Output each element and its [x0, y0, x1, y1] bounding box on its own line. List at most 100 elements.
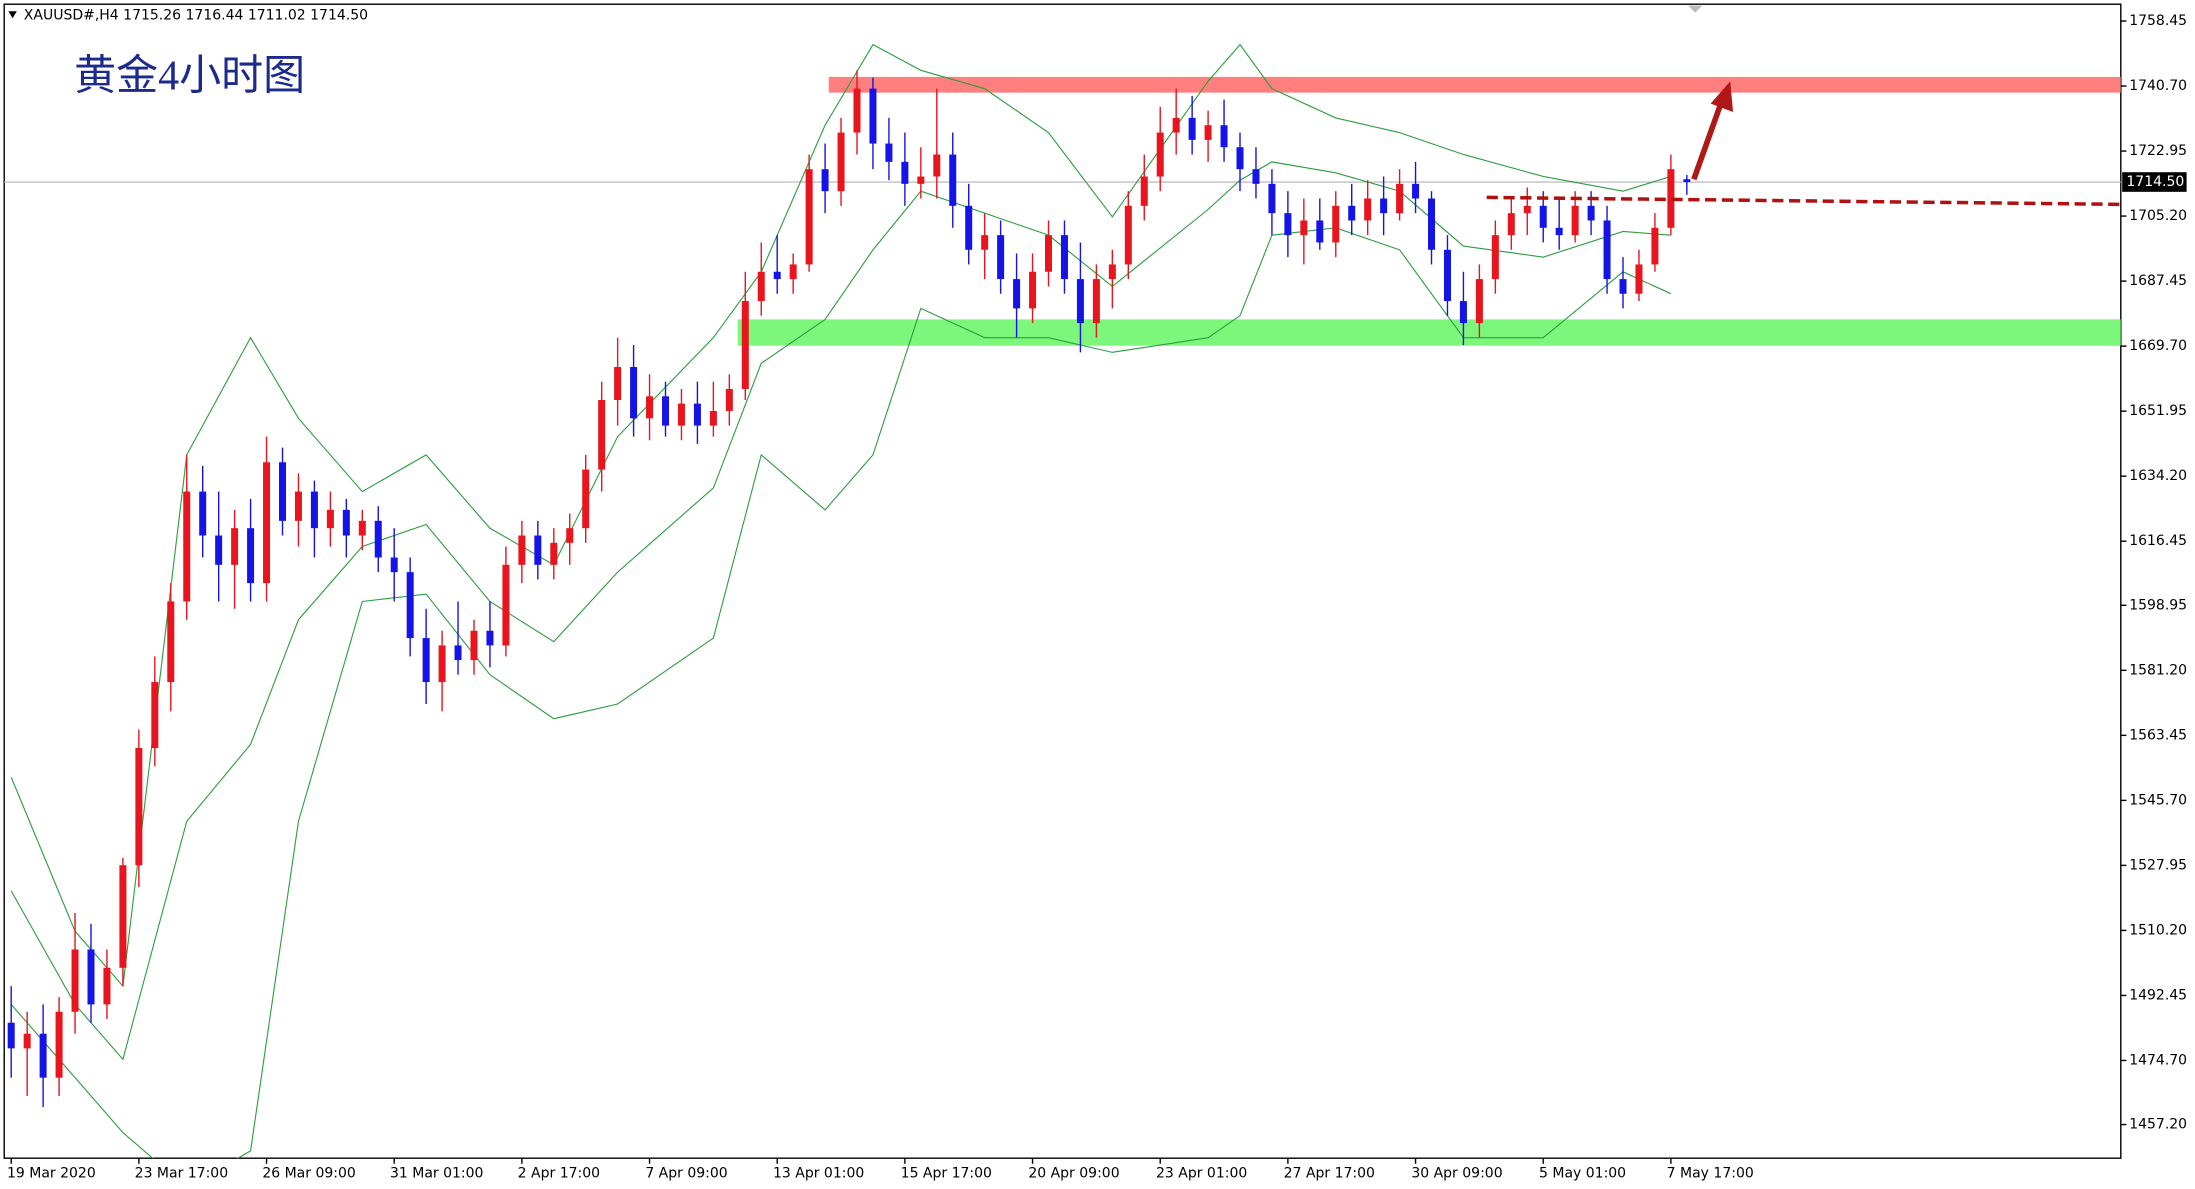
candle-body — [406, 572, 414, 639]
arrow — [1691, 99, 1725, 181]
candle-body — [1475, 279, 1483, 324]
candle-body — [789, 264, 797, 280]
x-tick-label: 23 Apr 01:00 — [1156, 1166, 1247, 1182]
y-tick-label: 1510.20 — [2129, 922, 2187, 938]
dashed-level — [1486, 195, 2121, 207]
candle-body — [1555, 227, 1563, 236]
candle-body — [1683, 179, 1691, 183]
candle-body — [454, 645, 462, 661]
candle-body — [1443, 249, 1451, 302]
x-tick-label: 5 May 01:00 — [1539, 1166, 1626, 1182]
y-tick-label: 1457.20 — [2129, 1117, 2187, 1133]
y-tick-label: 1687.45 — [2129, 273, 2187, 289]
candle-body — [1571, 205, 1579, 236]
candle-body — [869, 88, 877, 144]
candle-body — [358, 520, 366, 536]
candle-body — [1428, 198, 1436, 250]
y-tick-label: 1634.20 — [2129, 468, 2187, 484]
candle-body — [167, 601, 175, 683]
candle-body — [917, 176, 925, 184]
candle-body — [438, 645, 446, 683]
candle-body — [997, 235, 1005, 280]
candle-body — [215, 535, 223, 565]
x-tick-label: 30 Apr 09:00 — [1411, 1166, 1502, 1182]
x-tick-label: 31 Mar 01:00 — [390, 1166, 483, 1182]
x-tick-label: 7 May 17:00 — [1667, 1166, 1754, 1182]
candle-body — [183, 491, 191, 602]
chart-header: XAUUSD#,H4 1715.26 1716.44 1711.02 1714.… — [24, 7, 368, 23]
candle-body — [470, 630, 478, 661]
candle-body — [1188, 117, 1196, 140]
price-zone — [737, 319, 2121, 346]
y-tick-label: 1651.95 — [2129, 403, 2187, 419]
candle-body — [693, 403, 701, 426]
candle-body — [263, 462, 271, 584]
candle-body — [1252, 169, 1260, 184]
candle-body — [853, 88, 861, 133]
y-tick-label: 1598.95 — [2129, 597, 2187, 613]
y-tick-label: 1705.20 — [2129, 208, 2187, 224]
candle-body — [1587, 205, 1595, 221]
last-price-box — [2122, 172, 2187, 192]
candle-body — [965, 205, 973, 250]
candle-body — [821, 169, 829, 192]
candle-body — [422, 638, 430, 683]
candle-body — [1060, 235, 1068, 280]
candle-body — [805, 169, 813, 265]
candle-body — [1140, 176, 1148, 206]
candle-body — [1380, 198, 1388, 214]
candle-body — [390, 557, 398, 573]
x-tick-label: 26 Mar 09:00 — [262, 1166, 355, 1182]
candle-body — [1539, 205, 1547, 228]
candle-body — [1236, 147, 1244, 170]
y-tick-label: 1527.95 — [2129, 857, 2187, 873]
candle-body — [326, 509, 334, 529]
candle-body — [773, 271, 781, 280]
candle-body — [1507, 213, 1515, 236]
price-zone — [828, 76, 2121, 93]
candle-body — [661, 396, 669, 426]
x-tick-label: 7 Apr 09:00 — [645, 1166, 727, 1182]
candle-body — [1156, 132, 1164, 177]
candle-body — [23, 1033, 31, 1049]
candle-body — [614, 367, 622, 400]
candle-body — [1651, 227, 1659, 265]
candle-body — [901, 161, 909, 184]
candle-body — [199, 491, 207, 536]
y-tick-label: 1474.70 — [2129, 1052, 2187, 1068]
candle-body — [374, 520, 382, 558]
y-tick-label: 1669.70 — [2129, 338, 2187, 354]
candle-body — [71, 949, 79, 1012]
y-tick-label: 1616.45 — [2129, 533, 2187, 549]
candle-body — [709, 410, 717, 426]
candle-body — [598, 399, 606, 470]
candle-body — [294, 491, 302, 521]
candle-body — [949, 154, 957, 206]
candle-body — [725, 388, 733, 411]
candle-body — [677, 403, 685, 426]
candle-body — [1172, 117, 1180, 133]
candle-body — [1316, 220, 1324, 243]
candle-body — [1332, 205, 1340, 243]
candle-body — [1029, 271, 1037, 309]
candle-body — [486, 630, 494, 646]
candle-body — [1459, 301, 1467, 324]
candle-body — [1635, 264, 1643, 294]
candle-body — [1204, 125, 1212, 140]
y-tick-label: 1563.45 — [2129, 727, 2187, 743]
candle-body — [1124, 205, 1132, 265]
candle-body — [1603, 220, 1611, 280]
candle-body — [1108, 264, 1116, 280]
y-tick-label: 1722.95 — [2129, 143, 2187, 159]
x-tick-label: 19 Mar 2020 — [7, 1166, 96, 1182]
candle-body — [1284, 213, 1292, 236]
candle-body — [1268, 183, 1276, 214]
candle-body — [1364, 198, 1372, 221]
candle-body — [135, 747, 143, 866]
x-tick-label: 20 Apr 09:00 — [1028, 1166, 1119, 1182]
candle-body — [1348, 205, 1356, 221]
candle-body — [1013, 279, 1021, 309]
candle-body — [566, 528, 574, 543]
candle-body — [741, 301, 749, 389]
